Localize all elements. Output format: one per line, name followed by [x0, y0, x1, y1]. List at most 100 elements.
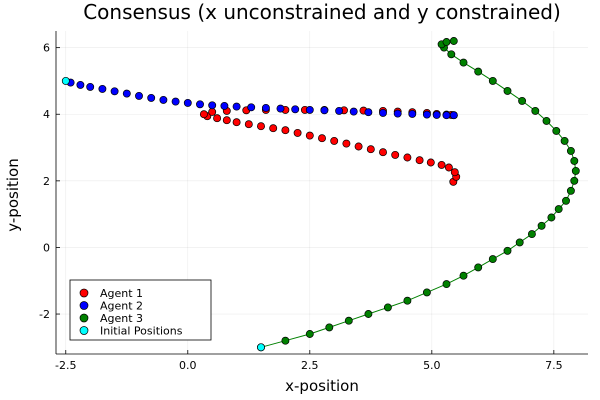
data-point [305, 131, 314, 140]
y-tick-label: 6 [43, 42, 50, 55]
data-point [571, 166, 580, 175]
data-point [442, 280, 451, 289]
data-point [325, 323, 334, 332]
data-point [552, 126, 561, 135]
data-point [426, 158, 435, 167]
data-point [199, 110, 208, 119]
data-point [437, 160, 446, 169]
data-point [391, 150, 400, 159]
x-tick-label: 7.5 [545, 359, 563, 372]
data-point [408, 109, 417, 118]
data-point [554, 205, 563, 214]
data-point [537, 221, 546, 230]
data-point [110, 87, 119, 96]
data-point [531, 106, 540, 115]
data-point [450, 168, 459, 177]
data-point [488, 76, 497, 85]
axes [55, 31, 588, 355]
data-point [383, 303, 392, 312]
data-point [403, 296, 412, 305]
data-point [305, 330, 314, 338]
data-point [344, 316, 353, 325]
data-point [281, 126, 290, 135]
legend-label: Agent 2 [100, 300, 143, 313]
x-axis-label: x-position [285, 377, 359, 395]
data-point [208, 107, 217, 116]
data-point [403, 153, 412, 162]
data-point [291, 105, 300, 114]
data-point [449, 111, 458, 120]
series-agent-2 [66, 78, 458, 120]
data-point [86, 82, 95, 91]
data-point [276, 104, 285, 113]
x-tick-label: -2.5 [55, 359, 76, 372]
data-point [293, 128, 302, 137]
data-point [366, 145, 375, 154]
data-point [488, 255, 497, 264]
data-point [342, 139, 351, 148]
data-point [171, 97, 180, 106]
y-axis-label: y-position [4, 158, 22, 231]
data-point [422, 288, 431, 297]
data-point [335, 106, 344, 115]
data-point [196, 100, 204, 109]
y-tick-label: 0 [43, 241, 50, 254]
data-point [208, 101, 217, 110]
y-ticks: -2 0 2 4 6 [39, 42, 60, 321]
series-agent-1 [199, 105, 461, 186]
data-point [364, 108, 373, 117]
data-point [61, 76, 70, 85]
legend-marker [79, 313, 89, 323]
legend-marker [79, 288, 89, 298]
series-line [260, 40, 577, 348]
data-point [570, 176, 579, 185]
data-point [379, 148, 387, 157]
data-point [244, 120, 253, 129]
data-point [269, 124, 278, 133]
series-layer [61, 37, 580, 352]
data-point [76, 80, 85, 89]
data-point [547, 213, 556, 222]
data-point [474, 263, 483, 272]
data-point [379, 108, 387, 117]
data-point [432, 110, 441, 119]
data-point [222, 116, 231, 125]
data-point [570, 156, 579, 165]
data-point [261, 103, 270, 112]
chart-title: Consensus (x unconstrained and y constra… [83, 0, 561, 24]
data-point [349, 107, 358, 116]
legend-marker [79, 301, 89, 310]
data-point [444, 163, 453, 172]
series-agent-3 [257, 37, 580, 352]
data-point [257, 343, 265, 352]
data-point [459, 271, 468, 280]
data-point [449, 37, 458, 45]
data-point [542, 116, 551, 125]
data-point [566, 186, 575, 195]
data-point [320, 106, 329, 115]
data-point [459, 58, 468, 67]
x-tick-label: 5.0 [423, 359, 441, 372]
legend-label: Agent 1 [100, 287, 143, 300]
legend-label: Initial Positions [100, 325, 183, 338]
data-point [147, 93, 156, 102]
data-point [159, 95, 168, 104]
data-point [98, 84, 107, 93]
data-point [527, 230, 536, 239]
data-point [415, 156, 424, 165]
data-point [183, 98, 192, 107]
data-point [422, 110, 431, 119]
data-point [442, 111, 451, 120]
data-point [220, 101, 229, 110]
data-point [281, 336, 290, 345]
data-point [257, 122, 265, 131]
legend-box [69, 279, 212, 341]
data-point [318, 134, 326, 143]
series-initial-positions [61, 76, 265, 352]
data-point [247, 103, 256, 112]
legend-label: Agent 3 [100, 312, 143, 325]
data-point [135, 91, 143, 100]
legend-marker [79, 326, 89, 335]
